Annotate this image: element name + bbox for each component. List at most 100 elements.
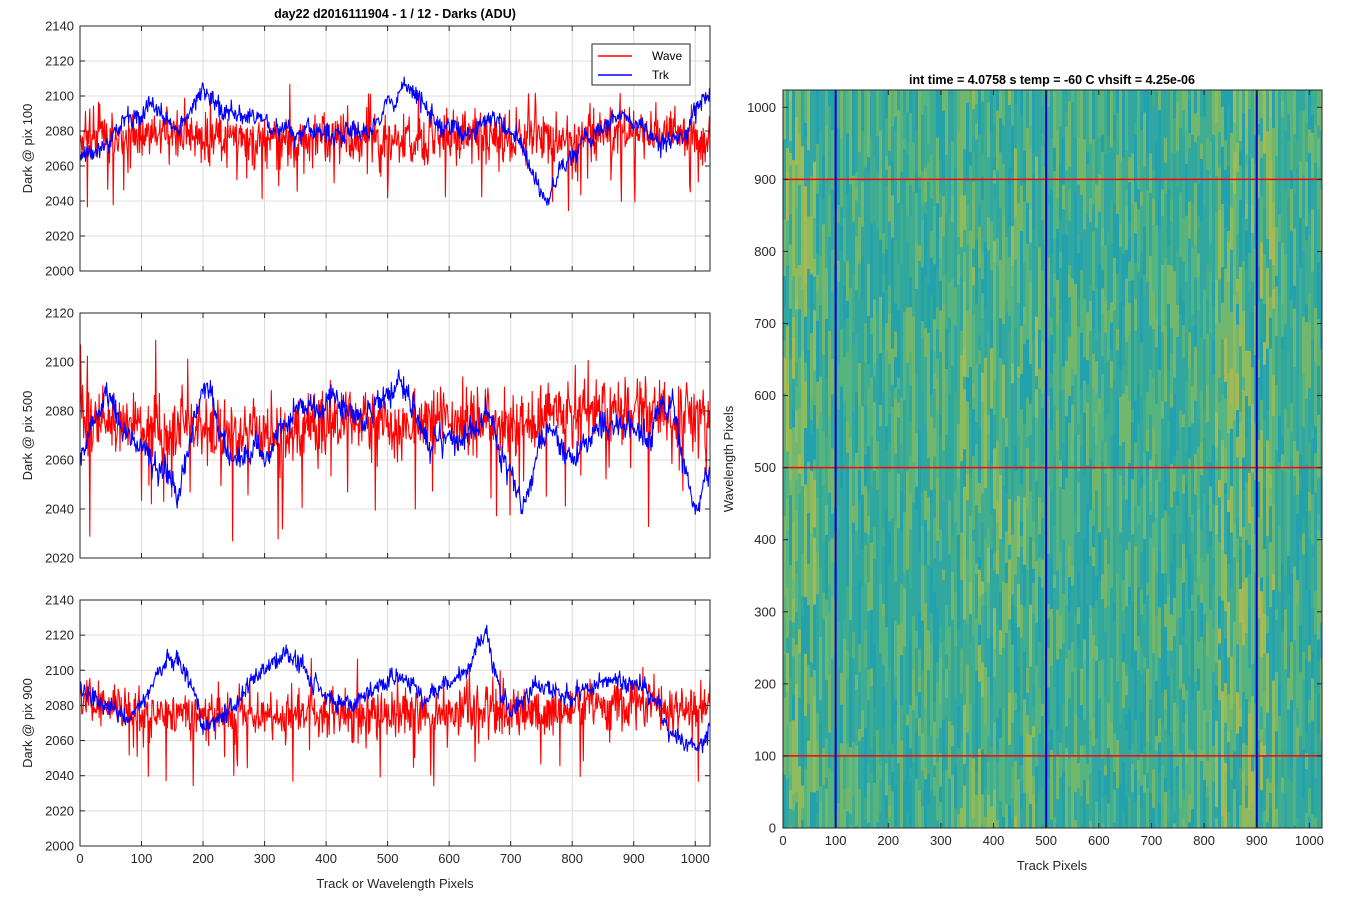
- heatmap-streak: [918, 245, 921, 261]
- heatmap-streak: [921, 421, 924, 466]
- heatmap-streak: [1143, 484, 1146, 540]
- heatmap-streak: [1203, 779, 1206, 828]
- heatmap-streak: [1140, 674, 1143, 713]
- panel-2-plot-area: [79, 339, 711, 542]
- heatmap-streak: [1068, 423, 1071, 477]
- heatmap-streak: [1320, 810, 1322, 828]
- heatmap-streak: [1299, 161, 1302, 219]
- heatmap-streak: [1257, 359, 1260, 378]
- heatmap-streak: [831, 538, 834, 562]
- heatmap-streak: [912, 435, 915, 464]
- heatmap-streak: [1095, 776, 1098, 802]
- heatmap-streak: [1164, 510, 1167, 574]
- heatmap-streak: [966, 732, 969, 766]
- heatmap-streak: [900, 584, 903, 624]
- heatmap-streak: [1098, 532, 1101, 583]
- heatmap-streak: [1158, 416, 1161, 482]
- heatmap-streak: [870, 748, 873, 774]
- heatmap-streak: [855, 200, 858, 237]
- heatmap-streak: [1152, 769, 1155, 808]
- heatmap-streak: [1152, 593, 1155, 632]
- heatmap-streak: [1173, 118, 1176, 154]
- heatmap-streak: [1245, 154, 1248, 166]
- heatmap-streak: [900, 90, 903, 114]
- heatmap-streak: [804, 381, 807, 414]
- heatmap-streak: [852, 411, 855, 457]
- heatmap-streak: [1137, 699, 1140, 761]
- heatmap-streak: [1308, 491, 1311, 512]
- heatmap-streak: [960, 126, 963, 196]
- heatmap-streak: [798, 782, 801, 828]
- heatmap-streak: [1218, 90, 1221, 133]
- heatmap-streak: [1254, 770, 1257, 808]
- heatmap-streak: [1182, 427, 1185, 475]
- heatmap-streak: [804, 137, 807, 187]
- heatmap-streak: [1008, 464, 1011, 500]
- heatmap-streak: [1038, 534, 1041, 558]
- heatmap-streak: [918, 214, 921, 246]
- heatmap-streak: [1050, 276, 1053, 318]
- heatmap-streak: [1206, 189, 1209, 227]
- heatmap-streak: [1089, 676, 1092, 730]
- heatmap-streak: [1164, 728, 1167, 778]
- heatmap-streak: [942, 303, 945, 370]
- heatmap-streak: [1011, 605, 1014, 645]
- heatmap-streak: [1305, 464, 1308, 532]
- panel-1-ylabel: Dark @ pix 100: [20, 104, 35, 194]
- heatmap-streak: [924, 328, 927, 357]
- heatmap-streak: [1005, 804, 1008, 828]
- heatmap-streak: [1017, 303, 1020, 367]
- heatmap-streak: [1233, 122, 1236, 152]
- heatmap-streak: [978, 335, 981, 351]
- heatmap-streak: [792, 410, 795, 428]
- panel-2-ylabel: Dark @ pix 500: [20, 391, 35, 481]
- heatmap-streak: [1257, 215, 1260, 267]
- heatmap-streak: [1317, 694, 1320, 735]
- heatmap-streak: [1101, 269, 1104, 289]
- heatmap-streak: [792, 598, 795, 623]
- heatmap-streak: [888, 363, 891, 415]
- heatmap-streak: [1224, 806, 1227, 828]
- heatmap-streak: [1146, 430, 1149, 452]
- tick-label-y: 2060: [45, 453, 74, 468]
- heatmap-streak: [948, 721, 951, 779]
- heatmap-streak: [1293, 496, 1296, 533]
- heatmap-streak: [1230, 656, 1233, 710]
- heatmap-streak: [951, 141, 954, 156]
- heatmap-streak: [1296, 727, 1299, 758]
- heatmap-streak: [1236, 171, 1239, 235]
- heatmap-streak: [1206, 462, 1209, 492]
- heatmap-streak: [1251, 771, 1254, 804]
- heatmap-streak: [846, 561, 849, 586]
- heatmap-streak: [1047, 107, 1050, 132]
- heatmap-streak: [1230, 207, 1233, 250]
- heatmap-streak: [1167, 596, 1170, 651]
- heatmap-streak: [1263, 488, 1266, 549]
- heatmap-streak: [1083, 474, 1086, 539]
- heatmap-streak: [1257, 740, 1260, 791]
- heatmap-streak: [870, 252, 873, 319]
- heatmap-streak: [1248, 744, 1251, 810]
- heatmap-streak: [1143, 295, 1146, 365]
- heatmap-streak: [870, 668, 873, 687]
- heatmap-streak: [1011, 644, 1014, 690]
- heatmap-streak: [1269, 204, 1272, 260]
- heatmap-streak: [1089, 285, 1092, 301]
- heatmap-streak: [1095, 738, 1098, 755]
- heatmap-streak: [1155, 812, 1158, 828]
- heatmap-streak: [1260, 657, 1263, 707]
- heatmap-streak: [798, 653, 801, 698]
- heatmap-streak: [918, 375, 921, 431]
- heatmap-streak: [1068, 188, 1071, 221]
- heatmap-streak: [1152, 291, 1155, 330]
- heatmap-streak: [933, 373, 936, 389]
- heatmap-streak: [1314, 730, 1317, 743]
- heatmap-streak: [1098, 770, 1101, 813]
- heatmap-streak: [1008, 765, 1011, 805]
- heatmap-streak: [909, 748, 912, 768]
- heatmap-streak: [1104, 90, 1107, 155]
- heatmap-streak: [807, 216, 810, 269]
- heatmap-streak: [1227, 669, 1230, 694]
- heatmap-streak: [813, 604, 816, 671]
- heatmap-streak: [924, 656, 927, 708]
